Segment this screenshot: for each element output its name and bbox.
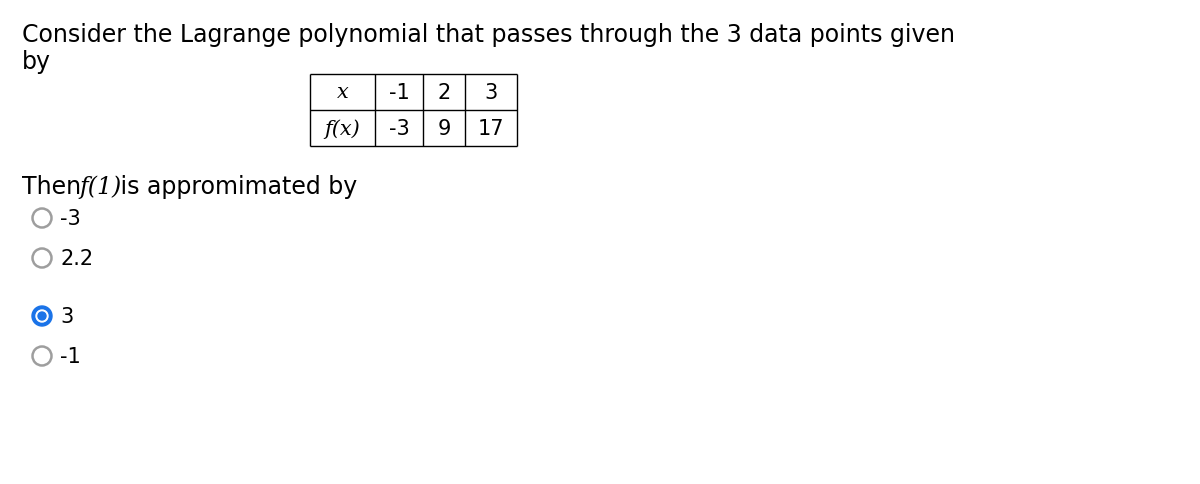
Text: 9: 9 (437, 119, 451, 139)
Text: 2: 2 (437, 83, 451, 103)
Text: x: x (337, 83, 348, 102)
Text: -3: -3 (389, 119, 409, 139)
Text: by: by (22, 50, 52, 74)
Text: 3: 3 (485, 83, 498, 103)
Text: -3: -3 (60, 209, 80, 228)
Text: Consider the Lagrange polynomial that passes through the 3 data points given: Consider the Lagrange polynomial that pa… (22, 23, 955, 47)
Text: 2.2: 2.2 (60, 248, 94, 269)
Text: is appromimated by: is appromimated by (113, 175, 358, 198)
Circle shape (32, 306, 52, 326)
Text: 3: 3 (60, 306, 73, 326)
Circle shape (36, 310, 48, 322)
Text: f(x): f(x) (325, 119, 360, 138)
Text: -1: -1 (60, 346, 80, 366)
Circle shape (38, 312, 46, 320)
Text: f(1): f(1) (79, 175, 121, 198)
Text: -1: -1 (389, 83, 409, 103)
Text: Then: Then (22, 175, 89, 198)
Text: 17: 17 (478, 119, 504, 139)
